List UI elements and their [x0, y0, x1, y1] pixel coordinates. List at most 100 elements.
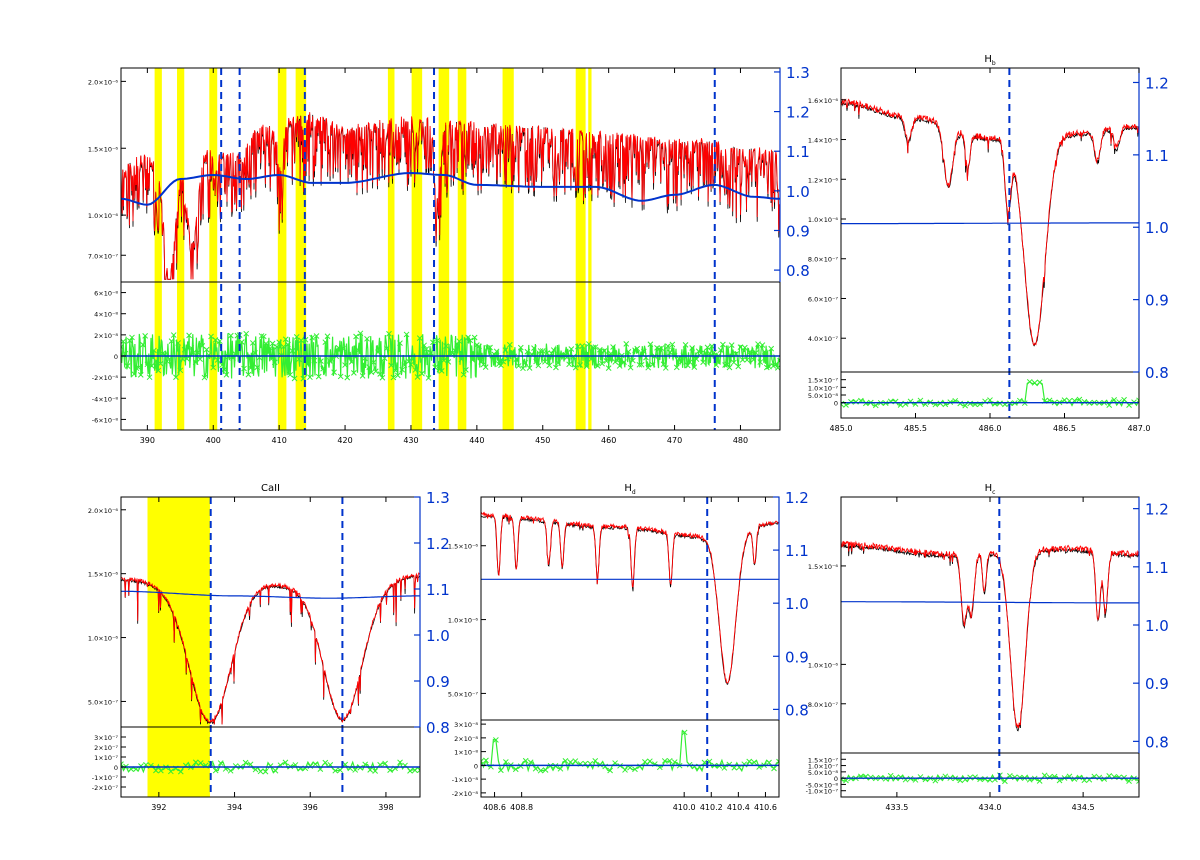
right-y-tick-label: 0.8	[1145, 733, 1169, 751]
residual-y-tick-label: 1.5×10⁻⁷	[808, 756, 838, 764]
x-tick-label: 486.5	[1053, 424, 1076, 433]
x-tick-label: 487.0	[1128, 424, 1151, 433]
mask-region	[502, 68, 514, 430]
residual-y-tick-label: -6×10⁻⁸	[92, 416, 119, 424]
residual-y-tick-label: -5.0×10⁻⁸	[806, 781, 839, 789]
residual-y-tick-label: 1×10⁻⁸	[454, 749, 478, 757]
x-tick-label: 408.8	[510, 803, 533, 812]
panel-hgamma: 433.5 434.0 434.5 8.0×10⁻⁷ 1.0×10⁻⁶ 1.5×10⁻⁶ -…	[806, 483, 1169, 812]
y-tick-label: 1.5×10⁻⁶	[448, 543, 478, 551]
residual-y-tick-label: 2×10⁻⁸	[94, 332, 118, 340]
mask-region	[411, 68, 423, 430]
y-tick-label: 2.0×10⁻⁶	[88, 507, 118, 515]
y-tick-label: 1.6×10⁻⁶	[808, 97, 838, 105]
x-tick-label: 440	[469, 436, 484, 445]
panel-overview: 390 400 410 420 430 440 450 460 470 480 7.0×10⁻⁷ 1.…	[88, 64, 810, 445]
y-tick-label: 5.0×10⁻⁷	[448, 690, 478, 698]
x-tick-label: 410.6	[754, 803, 777, 812]
panel-title: Hb	[984, 54, 996, 67]
panel-title: Hd	[624, 483, 636, 496]
y-tick-label: 1.4×10⁻⁶	[808, 137, 838, 145]
mask-region	[277, 68, 287, 430]
model-spectrum	[841, 540, 1139, 729]
y-tick-label: 7.0×10⁻⁷	[88, 252, 118, 260]
right-y-tick-label: 0.8	[786, 262, 810, 280]
residual-y-tick-label: 1.0×10⁻⁷	[808, 763, 838, 771]
mask-region	[588, 68, 592, 430]
continuum-curve	[841, 222, 1139, 225]
residual-y-tick-label: -1×10⁻⁸	[452, 776, 479, 784]
x-tick-label: 420	[337, 436, 352, 445]
x-tick-label: 394	[227, 803, 242, 812]
residual-y-tick-label: -1.0×10⁻⁷	[806, 788, 839, 796]
residual-y-tick-label: 0	[114, 764, 118, 772]
bottom-frame	[120, 726, 421, 798]
right-y-tick-label: 1.1	[785, 542, 809, 560]
y-tick-label: 8.0×10⁻⁷	[808, 701, 838, 709]
x-tick-label: 410.2	[700, 803, 723, 812]
y-tick-label: 1.5×10⁻⁶	[88, 571, 118, 579]
y-tick-label: 1.0×10⁻⁶	[808, 661, 838, 669]
residual-markers	[121, 759, 420, 775]
x-tick-label: 392	[151, 803, 166, 812]
right-y-tick-label: 0.9	[426, 673, 450, 691]
y-tick-label: 8.0×10⁻⁷	[808, 256, 838, 264]
y-tick-label: 1.0×10⁻⁶	[808, 216, 838, 224]
plot-area	[841, 540, 1139, 785]
mask-region	[209, 68, 218, 430]
right-y-tick-label: 0.8	[785, 701, 809, 719]
residual-y-tick-label: 1.0×10⁻⁷	[808, 384, 838, 392]
mask-region	[387, 68, 395, 430]
continuum-curve	[841, 601, 1139, 604]
panel-hbeta: 485.0 485.5 486.0 486.5 487.0 4.0×10⁻⁷ 6.0×10⁻…	[808, 54, 1169, 433]
x-tick-label: 410.4	[727, 803, 750, 812]
residual-y-tick-label: 2×10⁻⁸	[454, 735, 478, 743]
x-tick-label: 480	[733, 436, 748, 445]
mask-region	[154, 68, 162, 430]
y-tick-label: 1.0×10⁻⁶	[88, 635, 118, 643]
right-y-tick-label: 1.3	[786, 64, 810, 82]
mask-region	[438, 68, 450, 430]
right-y-tick-label: 1.1	[426, 581, 450, 599]
residual-y-tick-label: 6×10⁻⁸	[94, 290, 118, 298]
x-tick-label: 450	[535, 436, 550, 445]
right-y-tick-label: 1.0	[1145, 617, 1169, 635]
right-y-tick-label: 1.2	[1145, 74, 1169, 92]
residual-y-tick-label: -4×10⁻⁸	[92, 395, 119, 403]
right-y-tick-label: 1.3	[426, 489, 450, 507]
continuum-curve	[121, 590, 420, 599]
x-tick-label: 410.0	[673, 803, 696, 812]
model-spectrum	[121, 572, 420, 725]
x-tick-label: 485.5	[904, 424, 927, 433]
x-tick-label: 410	[272, 436, 287, 445]
x-tick-label: 400	[206, 436, 221, 445]
y-tick-label: 1.2×10⁻⁶	[808, 176, 838, 184]
residual-y-tick-label: 3×10⁻⁷	[94, 734, 118, 742]
x-tick-label: 408.6	[483, 803, 506, 812]
y-tick-label: 6.0×10⁻⁷	[808, 295, 838, 303]
x-tick-label: 434.0	[979, 803, 1002, 812]
residual-y-tick-label: 0	[834, 775, 838, 783]
residual-y-tick-label: -2×10⁻⁸	[452, 790, 479, 798]
x-tick-label: 396	[303, 803, 318, 812]
residual-y-tick-label: 0	[834, 400, 838, 408]
right-y-tick-label: 0.9	[1145, 675, 1169, 693]
x-tick-label: 486.0	[979, 424, 1002, 433]
residual-y-tick-label: 1×10⁻⁷	[94, 754, 118, 762]
mask-region	[295, 68, 307, 430]
right-y-tick-label: 0.8	[426, 719, 450, 737]
right-y-tick-label: 0.9	[1145, 292, 1169, 310]
residual-y-tick-label: -1×10⁻⁷	[92, 774, 119, 782]
residual-y-tick-label: -2×10⁻⁷	[92, 784, 119, 792]
panel-title: Hc	[985, 483, 996, 496]
plot-area	[841, 98, 1139, 409]
right-y-tick-label: 0.9	[786, 222, 810, 240]
right-y-tick-label: 1.1	[1145, 147, 1169, 165]
x-tick-label: 398	[378, 803, 393, 812]
y-tick-label: 4.0×10⁻⁷	[808, 335, 838, 343]
right-y-tick-label: 1.0	[1145, 219, 1169, 237]
residual-y-tick-label: 2×10⁻⁷	[94, 744, 118, 752]
plot-area	[121, 572, 420, 775]
residual-y-tick-label: 3×10⁻⁸	[454, 721, 478, 729]
